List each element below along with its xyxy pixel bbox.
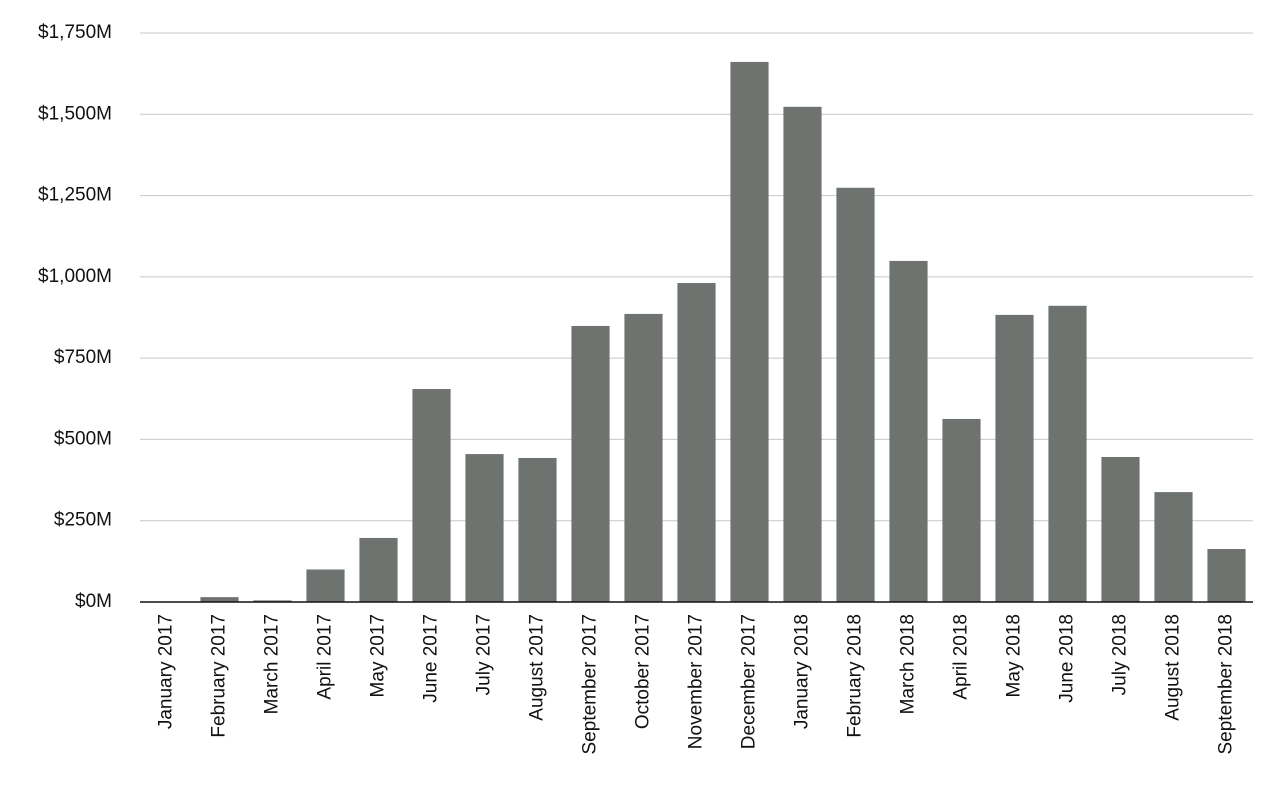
x-tick-label: June 2018 (1057, 614, 1078, 703)
bar (200, 597, 239, 602)
x-tick-label: May 2018 (1004, 614, 1025, 697)
bar (518, 457, 557, 602)
bar (306, 569, 345, 602)
y-tick-label: $1,250M (38, 185, 112, 206)
x-tick-label: November 2017 (686, 614, 707, 749)
y-tick-label: $1,750M (38, 22, 112, 43)
x-tick-label: October 2017 (633, 614, 654, 729)
x-tick-label: February 2018 (845, 614, 866, 738)
y-tick-label: $0M (75, 591, 112, 612)
bar (359, 537, 398, 602)
x-tick-label: January 2017 (156, 614, 177, 729)
bar (836, 187, 875, 602)
x-tick-label: September 2018 (1216, 614, 1237, 755)
bar (677, 283, 716, 602)
bar (1154, 492, 1193, 602)
bar (730, 61, 769, 602)
x-tick-label: September 2017 (580, 614, 601, 755)
bar (624, 313, 663, 602)
y-tick-label: $1,000M (38, 266, 112, 287)
bar (465, 454, 504, 602)
bar (995, 314, 1034, 602)
bar (253, 600, 292, 602)
x-tick-label: March 2017 (262, 614, 283, 714)
bar (889, 260, 928, 602)
bar (942, 418, 981, 602)
x-tick-label: January 2018 (792, 614, 813, 729)
bar (783, 106, 822, 602)
x-tick-label: July 2018 (1110, 614, 1131, 695)
x-tick-label: April 2017 (315, 614, 336, 700)
x-tick-label: March 2018 (898, 614, 919, 714)
y-tick-label: $1,500M (38, 103, 112, 124)
bar (412, 389, 451, 602)
x-tick-label: February 2017 (209, 614, 230, 738)
bar (1207, 549, 1246, 602)
y-tick-label: $250M (54, 510, 112, 531)
x-tick-label: August 2018 (1163, 614, 1184, 721)
bar (571, 325, 610, 602)
x-tick-label: December 2017 (739, 614, 760, 749)
y-tick-label: $750M (54, 347, 112, 368)
bar (1101, 456, 1140, 602)
y-tick-label: $500M (54, 428, 112, 449)
bar (1048, 305, 1087, 602)
x-tick-label: June 2017 (421, 614, 442, 703)
x-tick-label: July 2017 (474, 614, 495, 695)
x-tick-label: August 2017 (527, 614, 548, 721)
x-tick-label: May 2017 (368, 614, 389, 697)
x-tick-label: April 2018 (951, 614, 972, 700)
